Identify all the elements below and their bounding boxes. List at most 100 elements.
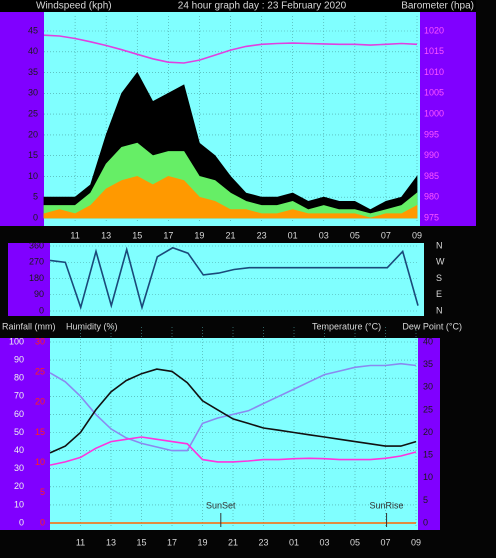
x-tick-label: 15 [132, 230, 142, 240]
y-tick-label: 980 [424, 192, 439, 202]
y-tick-label: 1010 [424, 67, 444, 77]
x-tick-label: 23 [258, 537, 268, 547]
plot-area [50, 338, 418, 530]
x-tick-label: 19 [197, 537, 207, 547]
line [49, 362, 417, 452]
y-tick-label: 90 [14, 354, 24, 364]
line [49, 368, 417, 454]
x-tick-label: 11 [76, 537, 85, 547]
y-tick-label: 0 [423, 517, 428, 527]
y-tick-label: 40 [14, 445, 24, 455]
line [49, 436, 417, 466]
x-tick-label: 03 [319, 230, 329, 240]
y-tick-label: 1005 [424, 88, 444, 98]
y-tick-label: 20 [35, 397, 45, 407]
x-tick-label: 03 [319, 537, 329, 547]
line [49, 246, 419, 311]
y-tick-label: 90 [34, 289, 44, 299]
x-tick-label: 17 [167, 537, 177, 547]
x-tick-label: 13 [106, 537, 116, 547]
right-strip [418, 338, 440, 530]
y-tick-label: 70 [14, 391, 24, 401]
y-tick-label: 30 [14, 463, 24, 473]
x-tick-label: 21 [228, 537, 238, 547]
y-tick-label: 40 [423, 336, 433, 346]
y-tick-label: 10 [423, 472, 433, 482]
y-tick-label: 15 [28, 150, 38, 160]
y-tick-label: 15 [423, 450, 433, 460]
y-tick-label: 985 [424, 171, 439, 181]
y-tick-label: 990 [424, 150, 439, 160]
y-tick-label: 30 [28, 88, 38, 98]
x-tick-label: 05 [350, 537, 360, 547]
y-tick-label: 35 [28, 67, 38, 77]
y-tick-label: 25 [423, 404, 433, 414]
y-tick-label: 10 [14, 499, 24, 509]
y-tick-label: 20 [423, 427, 433, 437]
y-tick-label: 35 [423, 359, 433, 369]
chart-title: 24 hour graph day : 23 February 2020 [178, 1, 347, 12]
y-tick-label: 25 [35, 367, 45, 377]
x-tick-label: 01 [289, 537, 299, 547]
right-strip [420, 0, 476, 226]
x-tick-label: 09 [411, 537, 421, 547]
y-tick-label: 80 [14, 373, 24, 383]
left-strip [0, 0, 44, 226]
y-tick-label: 50 [14, 427, 24, 437]
legend-label: Humidity (%) [66, 321, 118, 331]
annotation: SunRise [370, 500, 404, 510]
y-tick-label: 15 [35, 427, 45, 437]
y2-axis-label: Barometer (hpa) [401, 1, 474, 12]
x-tick-label: 19 [194, 230, 204, 240]
y-tick-label: 60 [14, 409, 24, 419]
y-tick-label: 975 [424, 212, 439, 222]
header [0, 0, 476, 12]
x-tick-label: 13 [101, 230, 111, 240]
x-tick-label: 21 [225, 230, 235, 240]
y-tick-label: 0 [33, 212, 38, 222]
y-tick-label: 1015 [424, 46, 444, 56]
y-tick-label: 10 [28, 171, 38, 181]
y-tick-label: 30 [35, 336, 45, 346]
y-tick-label: 25 [28, 108, 38, 118]
y-tick-label: 0 [40, 517, 45, 527]
y-tick-label: 1000 [424, 108, 444, 118]
x-tick-label: 11 [70, 230, 79, 240]
annotation: SunSet [206, 500, 236, 510]
y-tick-label: 1020 [424, 25, 444, 35]
x-tick-label: 05 [350, 230, 360, 240]
y-tick-label: 360 [29, 240, 44, 250]
y-tick-label: 5 [423, 495, 428, 505]
y-tick-label: 100 [9, 336, 24, 346]
x-tick-label: 01 [288, 230, 298, 240]
y-tick-label: 20 [14, 481, 24, 491]
y-tick-label: S [436, 273, 442, 283]
y-axis-label: Windspeed (kph) [36, 1, 112, 12]
plot-area [50, 243, 424, 316]
y-tick-label: 0 [39, 305, 44, 315]
y-tick-label: E [436, 289, 442, 299]
y-tick-label: N [436, 305, 443, 315]
area [43, 175, 418, 219]
y-tick-label: 10 [35, 457, 45, 467]
left-strip [8, 243, 50, 316]
legend-label: Temperature (°C) [312, 321, 381, 331]
line [43, 34, 418, 64]
x-tick-label: 15 [136, 537, 146, 547]
legend-label: Rainfall (mm) [2, 321, 56, 331]
y-tick-label: W [436, 257, 445, 267]
y-tick-label: 45 [28, 25, 38, 35]
x-tick-label: 23 [257, 230, 267, 240]
legend-label: Dew Point (°C) [402, 321, 462, 331]
x-tick-label: 17 [163, 230, 173, 240]
x-tick-label: 07 [380, 537, 390, 547]
x-tick-label: 09 [412, 230, 422, 240]
y-tick-label: 5 [40, 487, 45, 497]
x-tick-label: 07 [381, 230, 391, 240]
y-tick-label: 30 [423, 382, 433, 392]
y-tick-label: 270 [29, 257, 44, 267]
y-tick-label: 5 [33, 192, 38, 202]
y-tick-label: 0 [19, 517, 24, 527]
